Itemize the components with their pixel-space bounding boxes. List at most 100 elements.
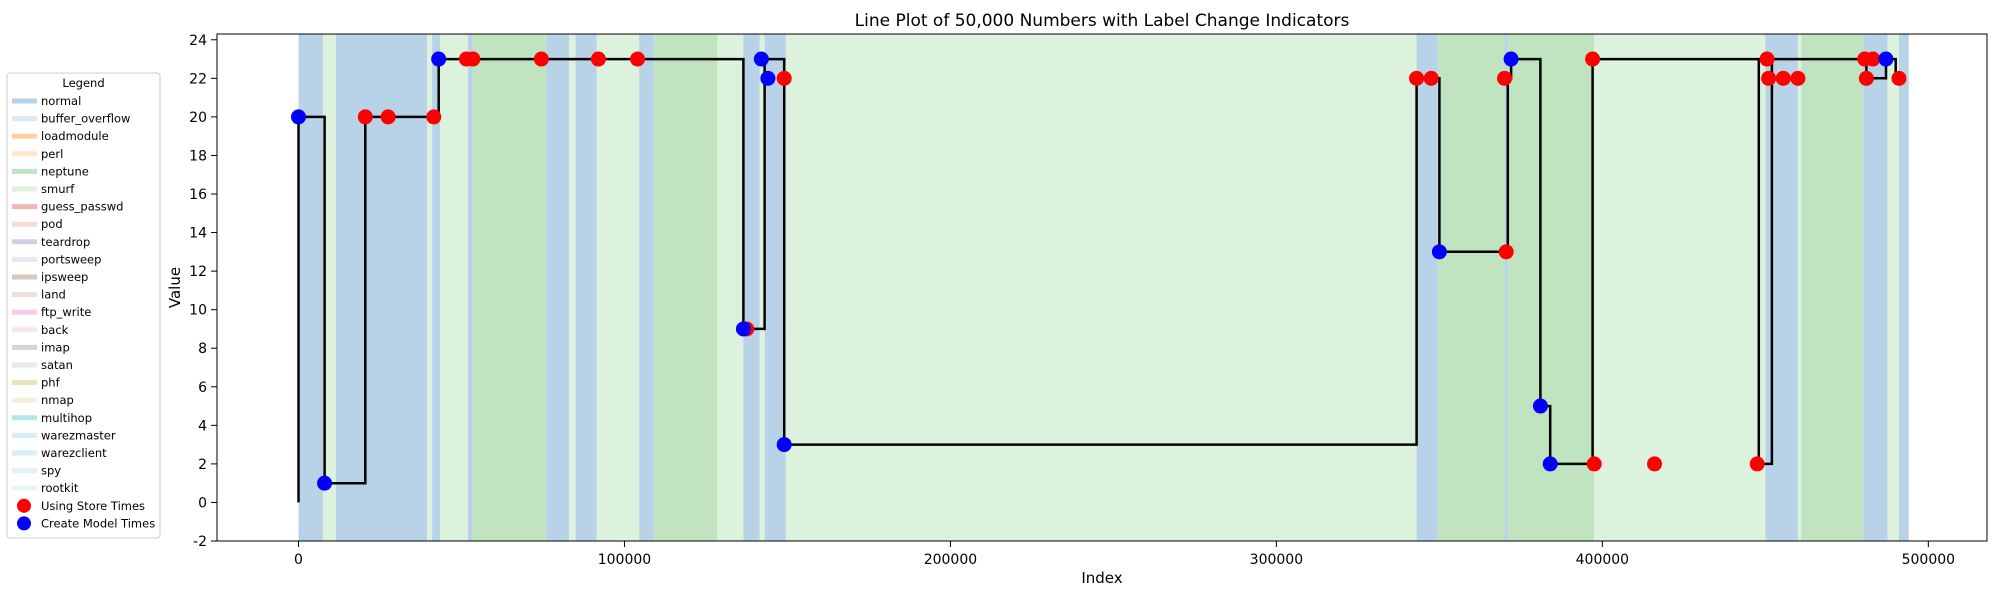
legend: Legend normal buffer_overflow loadmodule pe… — [6, 72, 161, 539]
y-tick-label: 16 — [189, 187, 207, 203]
using-store-times-point — [1759, 51, 1775, 67]
create-model-times-point — [776, 437, 792, 453]
legend-label-nmap: nmap — [41, 393, 74, 407]
legend-label-back: back — [41, 323, 69, 337]
legend-label-ftp-write: ftp_write — [41, 305, 91, 319]
region-normal — [639, 34, 654, 541]
x-tick-label: 0 — [294, 552, 303, 568]
legend-label-buffer-overflow: buffer_overflow — [41, 112, 130, 126]
using-store-times-point — [426, 109, 442, 125]
region-normal — [467, 34, 473, 541]
legend-label-satan: satan — [41, 358, 73, 372]
using-store-times-point — [1775, 70, 1791, 86]
region-normal — [1504, 34, 1508, 541]
x-axis-label: Index — [1081, 569, 1122, 587]
create-model-times-point — [760, 70, 776, 86]
legend-label-land: land — [41, 288, 66, 302]
legend-label-using-store-times: Using Store Times — [41, 499, 145, 513]
create-model-times-point — [753, 51, 769, 67]
legend-label-normal: normal — [41, 94, 81, 108]
legend-label-warezclient: warezclient — [41, 446, 107, 460]
region-normal — [298, 34, 323, 541]
legend-label-perl: perl — [41, 147, 63, 161]
using-store-times-point — [1586, 456, 1602, 472]
x-axis-ticks: 0 100000 200000 300000 400000 500000 — [294, 541, 1955, 568]
using-store-times-point — [1497, 70, 1513, 86]
legend-title: Legend — [62, 76, 104, 90]
legend-label-teardrop: teardrop — [41, 235, 90, 249]
region-normal — [743, 34, 760, 541]
using-store-times-point — [1865, 51, 1881, 67]
legend-label-guess-passwd: guess_passwd — [41, 200, 123, 214]
y-tick-label: 8 — [198, 341, 207, 357]
region-normal — [764, 34, 786, 541]
using-store-times-point — [776, 70, 792, 86]
y-tick-label: 4 — [198, 418, 207, 434]
region-smurf — [322, 34, 336, 541]
y-tick-label: -2 — [193, 534, 207, 550]
region-neptune — [1437, 34, 1505, 541]
y-tick-label: 20 — [189, 110, 207, 126]
region-smurf — [1594, 34, 1766, 541]
legend-label-spy: spy — [41, 464, 61, 478]
legend-label-rootkit: rootkit — [41, 481, 79, 495]
x-tick-label: 300000 — [1250, 552, 1303, 568]
create-model-times-point — [431, 51, 447, 67]
region-normal — [1863, 34, 1888, 541]
y-tick-label: 10 — [189, 303, 207, 319]
x-tick-label: 400000 — [1576, 552, 1629, 568]
marker-layer — [290, 51, 1907, 491]
region-neptune — [653, 34, 718, 541]
label-background-regions — [298, 34, 1909, 541]
using-store-times-point — [1409, 70, 1425, 86]
legend-label-create-model-times: Create Model Times — [41, 516, 155, 530]
region-smurf — [717, 34, 744, 541]
using-store-times-point — [1858, 70, 1874, 86]
legend-marker-using-store-times — [17, 498, 31, 513]
region-smurf — [596, 34, 640, 541]
region-smurf — [440, 34, 468, 541]
legend-label-phf: phf — [41, 376, 61, 390]
legend-label-smurf: smurf — [41, 182, 75, 196]
region-normal — [1898, 34, 1909, 541]
y-tick-label: 6 — [198, 380, 207, 396]
region-smurf — [1797, 34, 1802, 541]
using-store-times-point — [1585, 51, 1601, 67]
legend-label-ipsweep: ipsweep — [41, 270, 88, 284]
region-normal — [546, 34, 570, 541]
create-model-times-point — [1503, 51, 1519, 67]
create-model-times-point — [1542, 456, 1558, 472]
using-store-times-point — [533, 51, 549, 67]
using-store-times-point — [1749, 456, 1765, 472]
legend-label-neptune: neptune — [41, 164, 89, 178]
y-tick-label: 14 — [189, 226, 207, 242]
using-store-times-point — [590, 51, 606, 67]
create-model-times-point — [1532, 398, 1548, 414]
using-store-times-point — [465, 51, 481, 67]
x-tick-label: 100000 — [598, 552, 651, 568]
y-tick-label: 22 — [189, 71, 207, 87]
using-store-times-point — [629, 51, 645, 67]
legend-marker-create-model-times — [17, 516, 31, 531]
using-store-times-point — [1891, 70, 1907, 86]
legend-label-portsweep: portsweep — [41, 252, 101, 266]
y-axis-label: Value — [166, 267, 184, 308]
legend-box — [6, 72, 161, 539]
region-smurf — [759, 34, 765, 541]
region-normal — [432, 34, 441, 541]
region-smurf — [1887, 34, 1899, 541]
y-tick-label: 18 — [189, 148, 207, 164]
create-model-times-point — [1878, 51, 1894, 67]
create-model-times-point — [290, 109, 306, 125]
region-smurf — [785, 34, 1417, 541]
using-store-times-point — [357, 109, 373, 125]
region-neptune — [1801, 34, 1864, 541]
chart-title: Line Plot of 50,000 Numbers with Label C… — [855, 11, 1350, 31]
create-model-times-point — [735, 321, 751, 337]
region-normal — [335, 34, 428, 541]
legend-label-warezmaster: warezmaster — [41, 428, 116, 442]
using-store-times-point — [380, 109, 396, 125]
using-store-times-point — [1761, 70, 1777, 86]
